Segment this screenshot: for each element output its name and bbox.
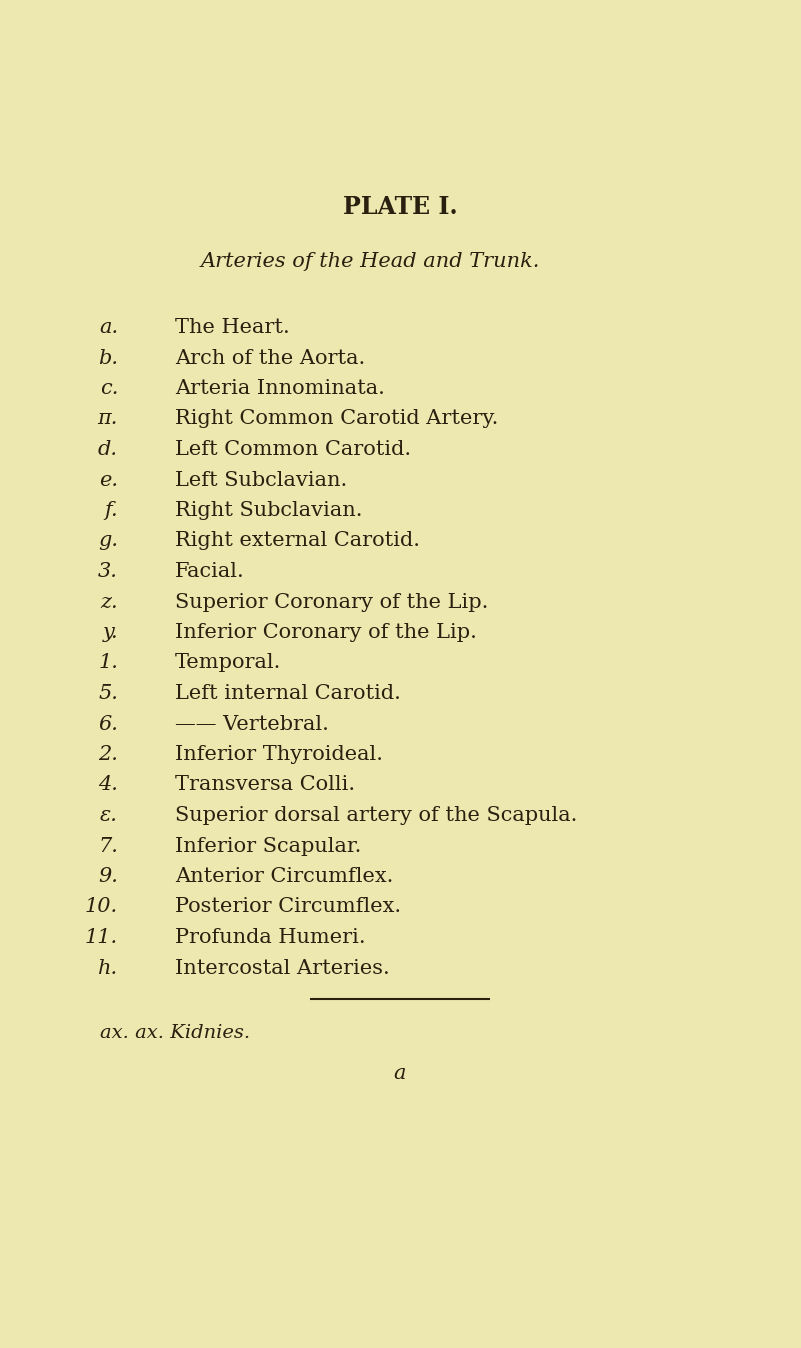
Text: PLATE I.: PLATE I. [343,195,457,218]
Text: —— Vertebral.: —— Vertebral. [175,714,329,733]
Text: π.: π. [98,410,118,429]
Text: e.: e. [99,470,118,489]
Text: Left Common Carotid.: Left Common Carotid. [175,439,411,460]
Text: y.: y. [103,623,118,642]
Text: 9.: 9. [99,867,118,886]
Text: Inferior Coronary of the Lip.: Inferior Coronary of the Lip. [175,623,477,642]
Text: Inferior Scapular.: Inferior Scapular. [175,837,361,856]
Text: 11.: 11. [85,927,118,948]
Text: 4.: 4. [99,775,118,794]
Text: 5.: 5. [99,683,118,704]
Text: 7.: 7. [99,837,118,856]
Text: 2.: 2. [99,745,118,764]
Text: f.: f. [104,501,118,520]
Text: Temporal.: Temporal. [175,654,281,673]
Text: Arteries of the Head and Trunk.: Arteries of the Head and Trunk. [200,252,540,271]
Text: Arch of the Aorta.: Arch of the Aorta. [175,349,365,368]
Text: 6.: 6. [99,714,118,733]
Text: ε.: ε. [100,806,118,825]
Text: Anterior Circumflex.: Anterior Circumflex. [175,867,393,886]
Text: The Heart.: The Heart. [175,318,290,337]
Text: Intercostal Arteries.: Intercostal Arteries. [175,958,390,977]
Text: Inferior Thyroideal.: Inferior Thyroideal. [175,745,383,764]
Text: g.: g. [98,531,118,550]
Text: Arteria Innominata.: Arteria Innominata. [175,379,384,398]
Text: Superior dorsal artery of the Scapula.: Superior dorsal artery of the Scapula. [175,806,578,825]
Text: ax. ax. Kidnies.: ax. ax. Kidnies. [100,1024,250,1042]
Text: Facial.: Facial. [175,562,245,581]
Text: Right Common Carotid Artery.: Right Common Carotid Artery. [175,410,498,429]
Text: a.: a. [99,318,118,337]
Text: Profunda Humeri.: Profunda Humeri. [175,927,365,948]
Text: 1.: 1. [99,654,118,673]
Text: Left Subclavian.: Left Subclavian. [175,470,348,489]
Text: Superior Coronary of the Lip.: Superior Coronary of the Lip. [175,593,489,612]
Text: Transversa Colli.: Transversa Colli. [175,775,355,794]
Text: b.: b. [98,349,118,368]
Text: 3.: 3. [99,562,118,581]
Text: Right Subclavian.: Right Subclavian. [175,501,363,520]
Text: c.: c. [99,379,118,398]
Text: Left internal Carotid.: Left internal Carotid. [175,683,400,704]
Text: z.: z. [100,593,118,612]
Text: Right external Carotid.: Right external Carotid. [175,531,420,550]
Text: Posterior Circumflex.: Posterior Circumflex. [175,898,401,917]
Text: 10.: 10. [85,898,118,917]
Text: h.: h. [98,958,118,977]
Text: a: a [394,1064,406,1082]
Text: d.: d. [98,439,118,460]
